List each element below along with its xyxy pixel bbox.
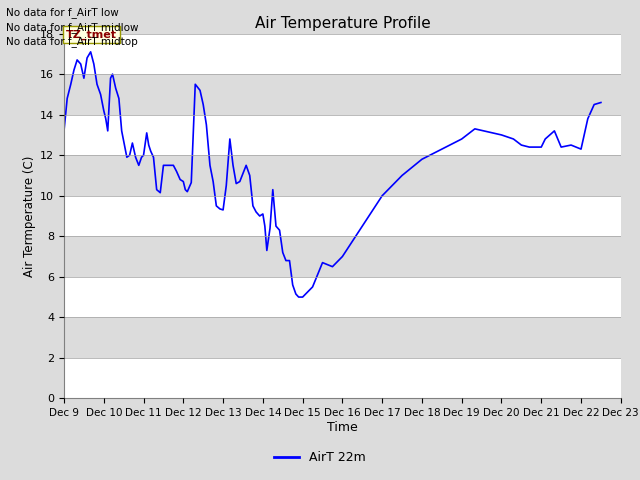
Text: No data for f_AirT low: No data for f_AirT low [6, 7, 119, 18]
Title: Air Temperature Profile: Air Temperature Profile [255, 16, 430, 31]
Legend: AirT 22m: AirT 22m [269, 446, 371, 469]
Text: No data for f_AirT midlow: No data for f_AirT midlow [6, 22, 139, 33]
Bar [64, 358, 621, 398]
Bar [64, 277, 621, 317]
Text: No data for f_AirT midtop: No data for f_AirT midtop [6, 36, 138, 47]
Bar [64, 115, 621, 155]
Bar [64, 34, 621, 74]
Text: TZ_tmet: TZ_tmet [66, 30, 117, 40]
X-axis label: Time: Time [327, 421, 358, 434]
Y-axis label: Air Termperature (C): Air Termperature (C) [23, 156, 36, 276]
Bar [64, 196, 621, 236]
